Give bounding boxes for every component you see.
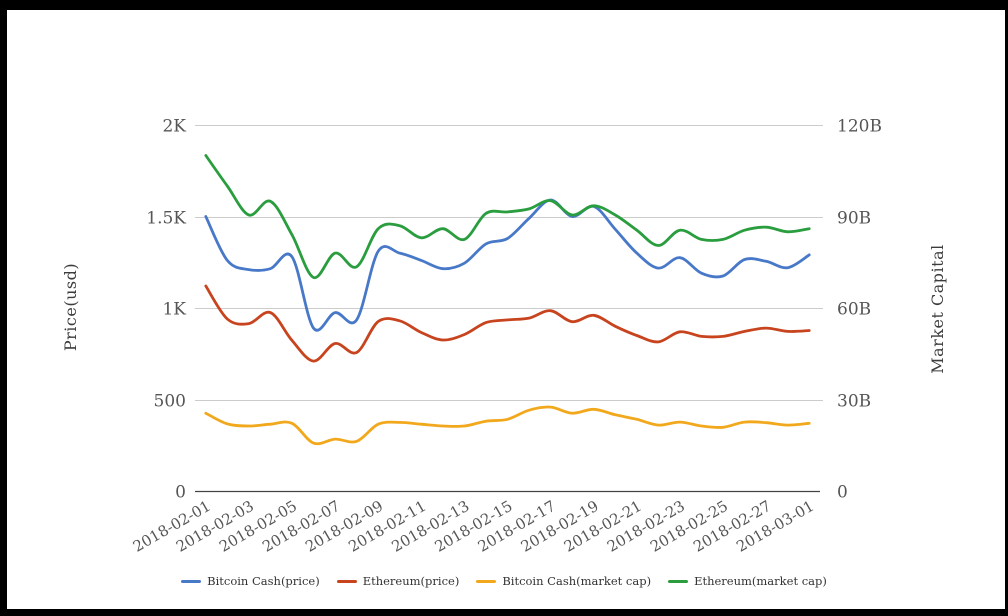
series-line-ethereum-price (204, 284, 811, 363)
left-axis-tick-label: 500 (154, 392, 186, 412)
frame-border-right (1005, 0, 1008, 616)
legend-line-marker (181, 579, 202, 583)
grid-layer (195, 125, 823, 493)
left-axis-tick-label: 0 (175, 483, 186, 503)
right-axis-tick-label: 0 (837, 483, 848, 503)
left-axis-tick-label: 1K (162, 300, 186, 320)
frame-border-bottom (0, 609, 1008, 616)
right-axis-tick-label: 90B (837, 209, 871, 229)
legend-item-bitcoin-cash-market-cap[interactable]: Bitcoin Cash(market cap) (476, 574, 651, 588)
frame-border-top (0, 0, 1008, 10)
chart-legend: Bitcoin Cash(price) Ethereum(price) Bitcoi… (0, 574, 1008, 588)
legend-label: Ethereum(price) (362, 574, 460, 588)
legend-line-marker (336, 579, 357, 583)
frame-border-left (0, 0, 7, 616)
legend-line-marker (476, 579, 497, 583)
legend-label: Bitcoin Cash(market cap) (502, 574, 652, 588)
legend-label: Bitcoin Cash(price) (207, 574, 320, 588)
left-axis-tick-label: 1.5K (146, 209, 186, 229)
series-line-bitcoin-cash-market-cap (204, 405, 811, 446)
series-layer (204, 154, 811, 446)
right-axis-title: Market Capital (928, 244, 947, 373)
legend-label: Ethereum(market cap) (694, 574, 827, 588)
series-line-ethereum-market-cap (204, 154, 811, 279)
legend-item-ethereum-market-cap[interactable]: Ethereum(market cap) (668, 574, 827, 588)
series-line-bitcoin-cash-price (204, 198, 811, 332)
legend-item-ethereum-price[interactable]: Ethereum(price) (336, 574, 460, 588)
legend-item-bitcoin-cash-price[interactable]: Bitcoin Cash(price) (181, 574, 320, 588)
right-axis-tick-label: 30B (837, 392, 871, 412)
right-axis-tick-label: 60B (837, 300, 871, 320)
legend-line-marker (668, 579, 689, 583)
left-axis-tick-label: 2K (162, 117, 186, 137)
left-axis-title: Price(usd) (61, 263, 80, 351)
right-axis-tick-label: 120B (837, 117, 882, 137)
